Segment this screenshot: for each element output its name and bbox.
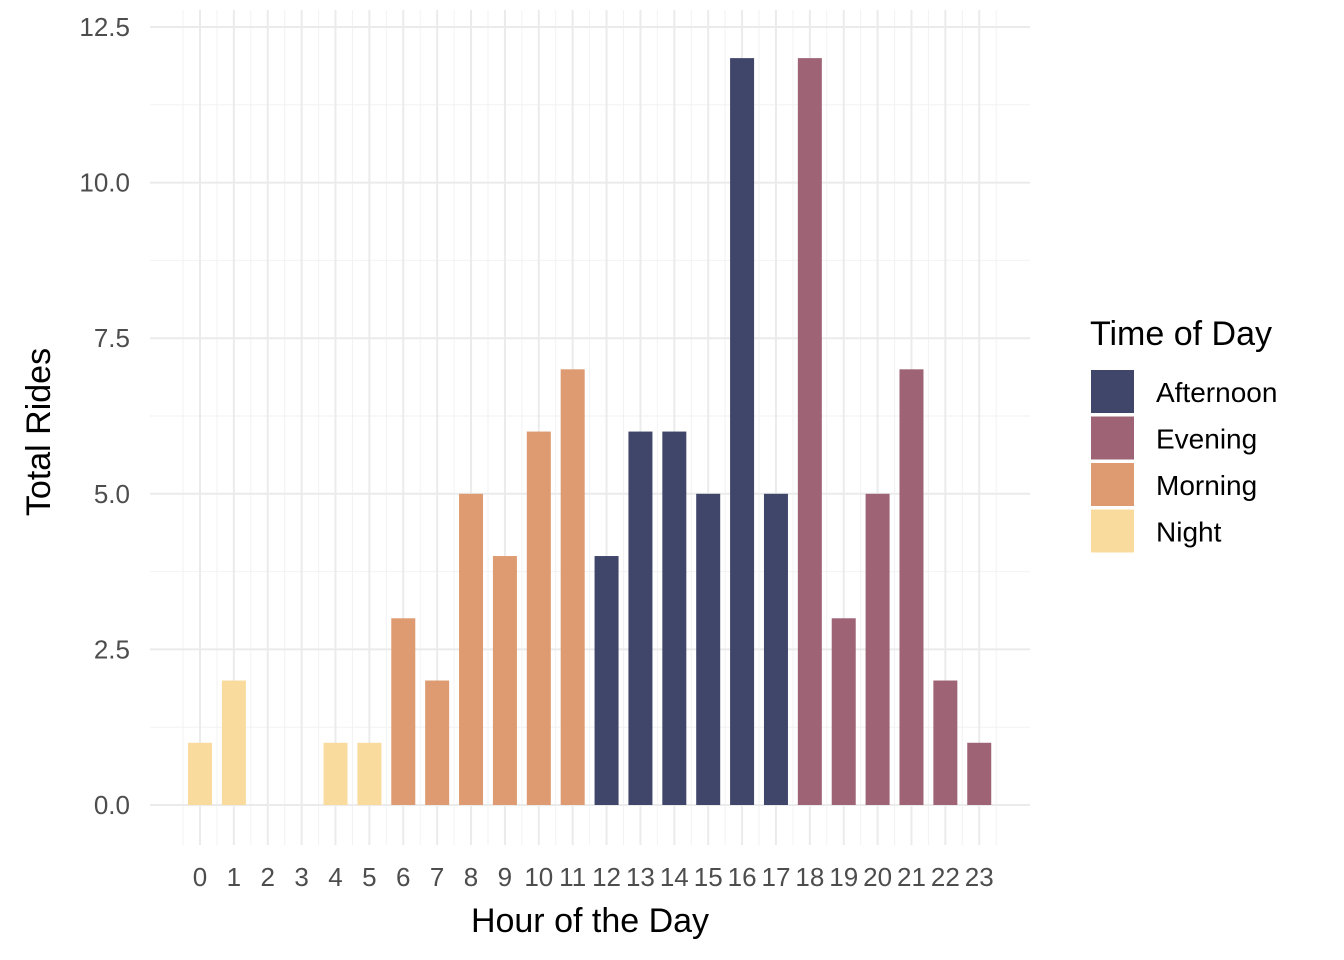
bar-hour-15	[696, 493, 721, 805]
legend: Time of Day Afternoon Evening Morning Night	[1090, 315, 1277, 553]
legend-swatch-night	[1091, 509, 1134, 553]
x-tick-label: 8	[464, 862, 478, 892]
legend-label-evening: Evening	[1156, 424, 1257, 455]
legend-swatch-evening	[1091, 416, 1134, 460]
x-tick-label: 15	[694, 862, 723, 892]
bars	[188, 58, 992, 806]
x-tick-label: 14	[660, 862, 689, 892]
x-tick-label: 19	[829, 862, 858, 892]
bar-hour-20	[865, 493, 890, 805]
y-tick-label: 5.0	[94, 479, 130, 509]
legend-title: Time of Day	[1090, 315, 1272, 353]
legend-label-afternoon: Afternoon	[1156, 377, 1277, 408]
bar-hour-5	[357, 742, 382, 805]
x-axis-tick-labels: 0 1 2 3 4 5 6 7 8 9 10 11 12 13 14 15 16 17 18 19 20 21 22 23	[193, 862, 994, 892]
y-axis-title: Total Rides	[20, 348, 58, 516]
bar-hour-8	[459, 493, 484, 805]
bar-hour-16	[730, 58, 755, 806]
x-tick-label: 0	[193, 862, 207, 892]
y-tick-label: 12.5	[79, 12, 130, 42]
bar-hour-12	[594, 556, 619, 805]
x-tick-label: 16	[728, 862, 757, 892]
bar-hour-9	[492, 556, 517, 805]
x-tick-label: 12	[592, 862, 621, 892]
x-tick-label: 4	[328, 862, 342, 892]
minor-gridlines	[150, 10, 1030, 845]
bar-hour-22	[933, 680, 958, 805]
bar-hour-10	[526, 431, 551, 805]
bar-hour-23	[967, 742, 992, 805]
legend-swatch-afternoon	[1091, 370, 1134, 413]
y-axis-tick-labels: 0.0 2.5 5.0 7.5 10.0 12.5	[79, 12, 130, 820]
bar-hour-18	[797, 58, 822, 806]
bar-hour-19	[831, 618, 856, 805]
bar-hour-11	[560, 369, 585, 805]
bar-hour-0	[188, 742, 212, 805]
x-tick-label: 17	[761, 862, 790, 892]
bar-hour-1	[221, 680, 246, 805]
x-tick-label: 10	[524, 862, 553, 892]
x-tick-label: 13	[626, 862, 655, 892]
x-tick-label: 9	[498, 862, 512, 892]
x-tick-label: 23	[965, 862, 994, 892]
bar-hour-17	[763, 493, 788, 805]
legend-items: Afternoon Evening Morning Night	[1091, 370, 1277, 553]
bar-hour-6	[391, 618, 416, 805]
x-tick-label: 11	[559, 862, 586, 892]
x-tick-label: 18	[795, 862, 824, 892]
x-tick-label: 1	[227, 862, 241, 892]
x-tick-label: 3	[294, 862, 308, 892]
legend-label-night: Night	[1156, 517, 1222, 548]
bar-hour-14	[662, 431, 687, 805]
y-tick-label: 7.5	[94, 323, 130, 353]
x-tick-label: 21	[897, 862, 926, 892]
bar-hour-7	[425, 680, 450, 805]
bar-hour-13	[628, 431, 653, 805]
bar-hour-4	[323, 742, 348, 805]
x-tick-label: 22	[931, 862, 960, 892]
x-tick-label: 20	[863, 862, 892, 892]
y-tick-label: 10.0	[79, 168, 130, 198]
x-tick-label: 5	[362, 862, 376, 892]
y-tick-label: 2.5	[94, 634, 130, 664]
x-tick-label: 7	[430, 862, 444, 892]
x-axis-title: Hour of the Day	[471, 902, 709, 940]
legend-swatch-morning	[1091, 463, 1134, 506]
y-tick-label: 0.0	[94, 790, 130, 820]
x-tick-label: 6	[396, 862, 410, 892]
bar-hour-21	[899, 369, 924, 805]
x-tick-label: 2	[261, 862, 275, 892]
legend-label-morning: Morning	[1156, 470, 1257, 501]
